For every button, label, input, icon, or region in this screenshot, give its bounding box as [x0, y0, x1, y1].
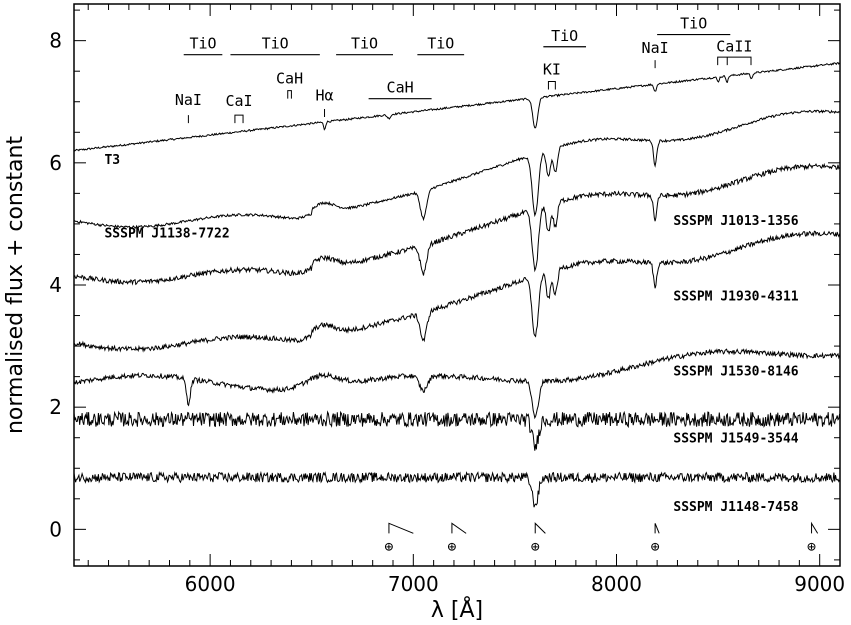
telluric-bracket: [388, 522, 414, 534]
x-tick-label: 9000: [794, 572, 845, 596]
spectrum-line: [73, 348, 841, 420]
spectra-layer: [73, 61, 841, 508]
line-label: NaI: [642, 39, 669, 57]
y-tick-label: 0: [49, 517, 62, 541]
line-label: CaI: [225, 92, 252, 110]
x-tick-label: 8000: [591, 572, 642, 596]
telluric-symbol: ⊕: [807, 537, 816, 555]
series-label: SSSPM J1013-1356: [673, 214, 798, 229]
line-label: KI: [543, 60, 561, 78]
y-tick-label: 4: [49, 273, 62, 297]
series-label: SSSPM J1138-7722: [104, 226, 229, 241]
spectrum-line: [73, 410, 841, 451]
band-label: TiO: [351, 35, 378, 53]
line-label: CaII: [716, 38, 752, 56]
line-label: Hα: [315, 87, 333, 105]
spectrum-line: [73, 230, 841, 353]
telluric-bracket: [534, 522, 546, 534]
band-label: TiO: [680, 15, 707, 33]
y-tick-label: 6: [49, 151, 62, 175]
y-tick-label: 2: [49, 395, 62, 419]
series-label: T3: [104, 153, 120, 168]
band-label: TiO: [427, 35, 454, 53]
spectrum-line: [73, 162, 841, 286]
series-label: SSSPM J1148-7458: [673, 500, 798, 515]
line-bracket: [547, 81, 556, 90]
telluric-symbol: ⊕: [531, 537, 540, 555]
band-label: TiO: [551, 27, 578, 45]
spectrum-line: [73, 109, 840, 229]
y-axis-label: normalised flux + constant: [3, 136, 28, 434]
band-label: CaH: [387, 79, 414, 97]
spectrum-line: [73, 61, 840, 152]
band-label: TiO: [262, 35, 289, 53]
series-labels: T3 SSSPM J1138-7722 SSSPM J1013-1356 SSSPM …: [104, 153, 798, 515]
line-label: CaH: [276, 69, 303, 87]
line-bracket: [234, 114, 244, 124]
telluric-bracket: [654, 523, 660, 534]
axis-ticks: 6000 7000 8000 9000 0 2 4 6 8: [49, 4, 845, 596]
telluric-symbol: ⊕: [651, 537, 660, 555]
series-label: SSSPM J1530-8146: [673, 364, 798, 379]
x-axis-label: λ [Å]: [431, 596, 483, 623]
telluric-bracket: [451, 522, 467, 534]
x-tick-label: 6000: [185, 572, 236, 596]
telluric-bracket: [811, 521, 819, 534]
series-label: SSSPM J1930-4311: [673, 289, 798, 304]
telluric-symbol: ⊕: [447, 537, 456, 555]
line-bracket: [287, 90, 292, 99]
telluric-symbol: ⊕: [384, 537, 393, 555]
band-label: TiO: [189, 35, 216, 53]
series-label: SSSPM J1549-3544: [673, 432, 798, 447]
line-label: NaI: [175, 91, 202, 109]
x-tick-label: 7000: [388, 572, 439, 596]
y-tick-label: 8: [49, 29, 62, 53]
line-bracket: [717, 56, 752, 66]
feature-annotations: TiO TiO TiO TiO TiO TiO CaH NaI CaI CaH Hα KI NaI CaI…: [175, 15, 819, 555]
spectrum-line: [73, 470, 841, 508]
